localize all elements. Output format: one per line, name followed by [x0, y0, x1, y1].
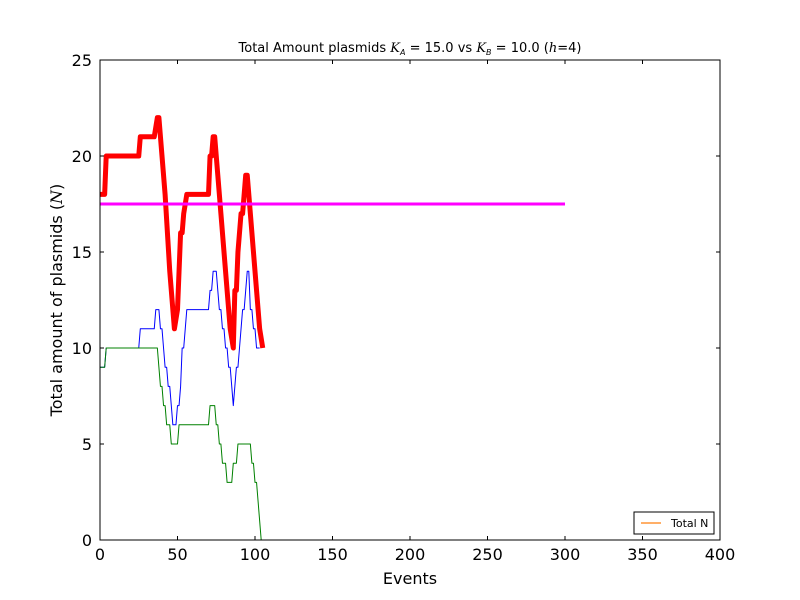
y-tick-label: 10 [72, 339, 92, 358]
legend-label-total-n: Total N [670, 517, 708, 530]
chart-title: Total Amount plasmids KA = 15.0 vs KB = … [238, 41, 582, 57]
x-tick-label: 200 [395, 545, 426, 564]
x-ticks: 0 50 100 150 200 250 300 350 400 [95, 60, 735, 564]
y-tick-label: 15 [72, 243, 92, 262]
legend-box [633, 511, 715, 535]
series-line-3 [100, 347, 263, 541]
x-tick-label: 50 [167, 545, 187, 564]
y-tick-label: 20 [72, 147, 92, 166]
plot-lines [100, 115, 565, 541]
y-tick-label: 5 [82, 435, 92, 454]
x-tick-label: 100 [240, 545, 271, 564]
x-tick-label: 250 [472, 545, 503, 564]
x-tick-label: 150 [317, 545, 348, 564]
series-line-0 [100, 115, 266, 351]
x-tick-label: 400 [705, 545, 736, 564]
x-tick-label: 300 [550, 545, 581, 564]
y-axis-label: Total amount of plasmids (N) [47, 184, 66, 418]
y-tick-label: 0 [82, 531, 92, 550]
x-axis-label: Events [383, 569, 437, 588]
x-tick-label: 0 [95, 545, 105, 564]
legend: Total N [633, 511, 715, 535]
x-tick-label: 350 [627, 545, 658, 564]
y-ticks: 0 5 10 15 20 25 [72, 51, 720, 550]
plot-frame [99, 59, 721, 541]
series-line-2 [100, 270, 260, 426]
y-tick-label: 25 [72, 51, 92, 70]
